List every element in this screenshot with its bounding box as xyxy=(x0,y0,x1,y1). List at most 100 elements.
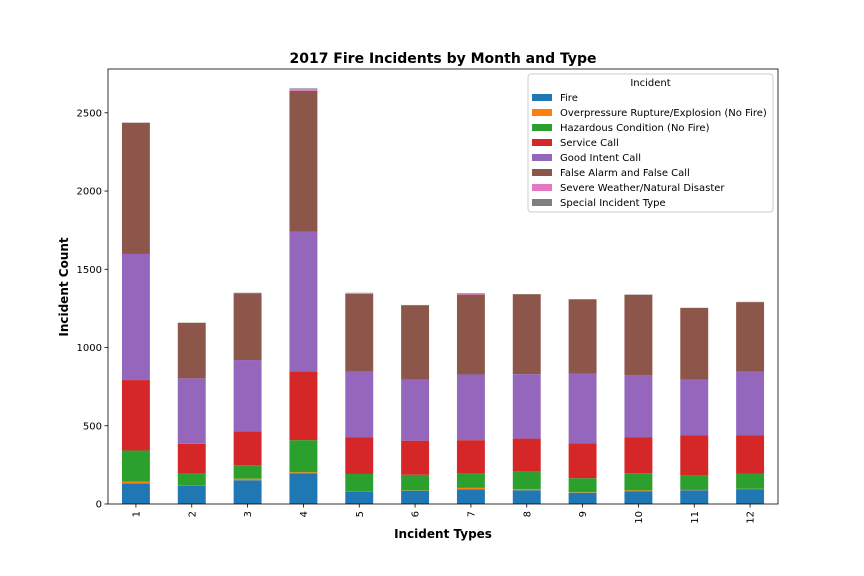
bar-segment-6-series-2 xyxy=(401,474,430,491)
bar-segment-2-series-4 xyxy=(177,378,206,444)
legend-swatch-2 xyxy=(532,124,552,131)
legend-label-5: False Alarm and False Call xyxy=(560,168,690,179)
legend-swatch-1 xyxy=(532,109,552,116)
bar-segment-8-series-4 xyxy=(512,374,541,439)
x-tick-label: 6 xyxy=(411,511,422,517)
bar-segment-12-series-5 xyxy=(736,302,765,372)
bar-segment-9-series-3 xyxy=(568,443,597,479)
bar-segment-7-series-2 xyxy=(456,473,485,488)
bar-segment-11-series-3 xyxy=(680,435,709,476)
bar-segment-2-series-2 xyxy=(177,473,206,486)
bar-segment-9-series-0 xyxy=(568,492,597,504)
bar-segment-5-series-2 xyxy=(345,473,374,492)
legend-swatch-0 xyxy=(532,94,552,101)
bar-segment-10-series-5 xyxy=(624,294,653,376)
x-tick-label: 4 xyxy=(299,511,310,517)
bar-segment-8-series-3 xyxy=(512,438,541,472)
y-tick-label: 0 xyxy=(96,500,102,511)
bar-segment-7-series-4 xyxy=(456,374,485,441)
x-tick-label: 11 xyxy=(690,511,701,524)
bar-segment-1-series-3 xyxy=(121,380,150,451)
legend-label-6: Severe Weather/Natural Disaster xyxy=(560,183,725,194)
bar-segment-4-series-2 xyxy=(289,440,318,473)
y-tick-label: 1500 xyxy=(77,265,102,276)
bar-segment-5-series-6 xyxy=(345,293,374,294)
bar-segment-9-series-4 xyxy=(568,373,597,444)
bar-segment-4-series-4 xyxy=(289,231,318,372)
bar-segment-7-series-3 xyxy=(456,440,485,474)
x-axis-label: Incident Types xyxy=(394,527,492,541)
legend-label-7: Special Incident Type xyxy=(560,198,666,209)
legend-swatch-5 xyxy=(532,169,552,176)
bar-segment-7-series-5 xyxy=(456,294,485,375)
legend-box xyxy=(527,73,774,213)
bar-segment-3-series-4 xyxy=(233,360,262,432)
x-tick-label: 3 xyxy=(243,511,254,517)
bar-segment-11-series-4 xyxy=(680,379,709,436)
bar-segment-6-series-3 xyxy=(401,440,430,475)
bar-segment-4-series-1 xyxy=(289,472,318,474)
bar-segment-2-series-0 xyxy=(177,486,206,504)
bar-segment-1-series-1 xyxy=(121,481,150,484)
plot-frame xyxy=(107,68,779,505)
bar-segment-6-series-5 xyxy=(401,305,430,380)
bars-group xyxy=(121,88,765,504)
bar-segment-5-series-3 xyxy=(345,437,374,474)
bar-segment-5-series-0 xyxy=(345,491,374,504)
legend-swatch-3 xyxy=(532,139,552,146)
bar-segment-3-series-3 xyxy=(233,431,262,466)
bar-segment-9-series-5 xyxy=(568,299,597,374)
bar-segment-6-series-4 xyxy=(401,379,430,441)
legend: Incident Fire Overpressure Rupture/Explosi… xyxy=(527,73,774,213)
bar-segment-7-series-6 xyxy=(456,293,485,295)
legend-label-2: Hazardous Condition (No Fire) xyxy=(560,123,710,134)
bar-segment-10-series-1 xyxy=(624,490,653,492)
x-tick-label: 5 xyxy=(355,511,366,517)
legend-label-0: Fire xyxy=(560,93,578,104)
bar-segment-5-series-4 xyxy=(345,371,374,438)
x-tick-label: 1 xyxy=(131,511,142,517)
bar-segment-9-series-2 xyxy=(568,478,597,493)
bar-segment-4-series-5 xyxy=(289,90,318,232)
bar-segment-6-series-0 xyxy=(401,490,430,504)
bar-segment-11-series-5 xyxy=(680,307,709,380)
bar-segment-8-series-2 xyxy=(512,471,541,489)
y-tick-label: 500 xyxy=(83,421,102,432)
bar-segment-2-series-3 xyxy=(177,443,206,474)
legend-title: Incident xyxy=(630,78,670,89)
bar-segment-4-series-7 xyxy=(289,88,318,90)
x-tick-label: 12 xyxy=(746,511,757,524)
bar-segment-10-series-4 xyxy=(624,375,653,438)
bar-segment-12-series-3 xyxy=(736,435,765,474)
bar-segment-5-series-5 xyxy=(345,293,374,372)
legend-label-3: Service Call xyxy=(560,138,619,149)
bar-segment-7-series-0 xyxy=(456,489,485,504)
legend-swatch-4 xyxy=(532,154,552,161)
bar-segment-8-series-0 xyxy=(512,490,541,504)
x-tick-label: 2 xyxy=(187,511,198,517)
bar-segment-7-series-1 xyxy=(456,487,485,490)
chart-title: 2017 Fire Incidents by Month and Type xyxy=(289,51,596,67)
bar-segment-10-series-2 xyxy=(624,473,653,491)
bar-segment-4-series-6 xyxy=(289,89,318,91)
bar-segment-3-series-2 xyxy=(233,465,262,479)
bar-segment-8-series-5 xyxy=(512,294,541,375)
bar-segment-3-series-0 xyxy=(233,480,262,504)
x-tick-label: 7 xyxy=(466,511,477,517)
bar-segment-12-series-0 xyxy=(736,489,765,504)
bar-segment-10-series-0 xyxy=(624,491,653,504)
y-axis-label: Incident Count xyxy=(57,237,71,337)
x-tick-label: 10 xyxy=(634,511,645,524)
bar-segment-11-series-0 xyxy=(680,490,709,504)
legend-swatch-6 xyxy=(532,184,552,191)
y-tick-label: 2500 xyxy=(77,108,102,119)
bar-segment-3-series-1 xyxy=(233,478,262,481)
bar-segment-8-series-1 xyxy=(512,488,541,491)
legend-label-4: Good Intent Call xyxy=(560,153,641,164)
bar-segment-1-series-0 xyxy=(121,483,150,504)
bar-segment-2-series-5 xyxy=(177,322,206,379)
y-tick-label: 2000 xyxy=(77,187,102,198)
bar-segment-1-series-2 xyxy=(121,450,150,482)
